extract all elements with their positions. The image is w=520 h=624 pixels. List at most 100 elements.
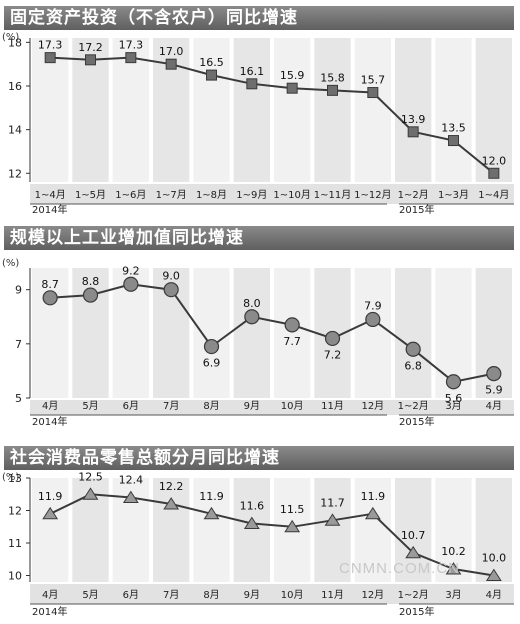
year-label: 2014年 — [32, 605, 67, 618]
y-tick-label: 9 — [15, 284, 22, 297]
data-label: 8.0 — [243, 297, 261, 310]
x-tick-label: 4月 — [42, 589, 58, 601]
y-tick-label: 16 — [8, 80, 22, 93]
data-point-marker — [42, 290, 58, 306]
x-tick-label: 3月 — [445, 589, 461, 601]
plot-column-band — [395, 478, 432, 582]
y-tick-label: 12 — [8, 167, 22, 180]
x-tick-label: 9月 — [244, 400, 260, 412]
data-point-marker — [367, 87, 379, 99]
y-unit-label: (%) — [2, 472, 19, 483]
data-point-marker — [82, 487, 99, 500]
year-label: 2014年 — [32, 415, 67, 428]
x-tick-label: 1~6月 — [115, 189, 146, 201]
x-tick-label: 1~7月 — [156, 189, 187, 201]
data-point-marker — [405, 341, 421, 357]
x-tick-label: 11月 — [321, 589, 344, 601]
x-tick-label: 1~5月 — [75, 189, 106, 201]
data-label: 15.9 — [280, 69, 305, 82]
series-line — [50, 56, 495, 175]
x-tick-label: 4月 — [486, 589, 502, 601]
data-label: 9.2 — [122, 264, 140, 277]
x-tick-label: 7月 — [163, 589, 179, 601]
data-label: 12.2 — [159, 480, 184, 493]
plot-column-band — [395, 268, 432, 398]
plot-column-band — [354, 38, 391, 182]
category-strip — [30, 184, 514, 204]
y-tick-label: 13 — [8, 472, 22, 485]
plot-column-band — [32, 268, 69, 398]
data-label: 13.9 — [401, 113, 426, 126]
chart-svg: (%) 5 7 9 8.7 8.8 9.2 9.0 6.9 8.0 7.7 7.2 7.9 6.8 5.6 5… — [2, 258, 514, 428]
data-label: 7.2 — [324, 348, 342, 361]
data-label: 5.9 — [485, 384, 503, 397]
data-label: 10.2 — [441, 545, 466, 558]
data-point-marker — [405, 545, 422, 559]
data-label: 11.9 — [199, 490, 224, 503]
data-point-marker — [206, 69, 217, 81]
data-label: 11.9 — [38, 490, 63, 503]
x-tick-label: 5月 — [82, 589, 98, 601]
x-tick-label: 1~8月 — [196, 189, 227, 201]
plot-column-band — [314, 38, 351, 182]
data-label: 7.7 — [283, 335, 301, 348]
plot-column-band — [153, 478, 190, 582]
y-tick-label: 14 — [8, 124, 22, 137]
data-point-marker — [85, 54, 96, 66]
data-point-marker — [203, 506, 220, 520]
y-tick-label: 10 — [8, 570, 22, 583]
data-label: 17.3 — [119, 39, 144, 52]
x-tick-label: 8月 — [203, 400, 219, 412]
data-label: 11.7 — [320, 496, 345, 509]
x-tick-label: 11月 — [321, 400, 344, 412]
x-tick-label: 7月 — [163, 400, 179, 412]
data-label: 12.4 — [119, 474, 144, 487]
data-point-marker — [244, 309, 260, 325]
data-label: 9.0 — [162, 270, 180, 283]
data-label: 16.5 — [199, 56, 224, 69]
data-label: 17.2 — [78, 41, 103, 54]
plot-column-band — [193, 38, 230, 182]
data-point-marker — [82, 287, 99, 303]
data-label: 8.8 — [82, 275, 100, 288]
data-label: 11.9 — [361, 490, 386, 503]
x-tick-label: 8月 — [203, 589, 219, 601]
x-tick-label: 1~2月 — [398, 189, 429, 201]
data-point-marker — [364, 506, 381, 520]
data-point-marker — [123, 276, 139, 292]
data-label: 12.0 — [482, 154, 507, 167]
data-point-marker — [445, 562, 462, 575]
plot-column-band — [193, 478, 230, 582]
plot-column-band — [32, 478, 69, 582]
data-label: 10.0 — [482, 552, 507, 565]
data-point-marker — [286, 82, 298, 94]
data-point-marker — [165, 58, 177, 70]
plot-column-band — [233, 38, 270, 182]
data-point-marker — [125, 52, 137, 64]
data-point-marker — [324, 513, 341, 526]
data-label: 11.5 — [280, 503, 305, 516]
data-point-marker — [42, 506, 59, 520]
chart-title: 规模以上工业增加值同比增速 — [4, 226, 514, 250]
watermark: CNMN.COM.CN — [339, 560, 460, 577]
plot-column-band — [475, 478, 512, 582]
x-tick-label: 4月 — [486, 400, 502, 412]
plot-column-band — [354, 478, 391, 582]
x-tick-label: 3月 — [445, 400, 461, 412]
data-label: 13.5 — [441, 122, 466, 135]
x-tick-label: 10月 — [281, 589, 304, 601]
plot-column-band — [354, 268, 391, 398]
x-tick-label: 1~9月 — [236, 189, 267, 201]
x-tick-label: 1~10月 — [273, 189, 310, 201]
y-tick-label: 18 — [8, 36, 22, 49]
data-label: 15.7 — [361, 74, 386, 87]
x-tick-label: 1~11月 — [314, 189, 351, 201]
data-point-marker — [486, 366, 502, 382]
data-point-marker — [448, 135, 459, 147]
data-label: 8.7 — [41, 278, 59, 291]
x-tick-label: 1~12月 — [354, 189, 391, 201]
plot-column-band — [233, 268, 270, 398]
x-tick-label: 12月 — [361, 589, 384, 601]
x-tick-label: 10月 — [281, 400, 304, 412]
data-point-marker — [324, 330, 341, 347]
